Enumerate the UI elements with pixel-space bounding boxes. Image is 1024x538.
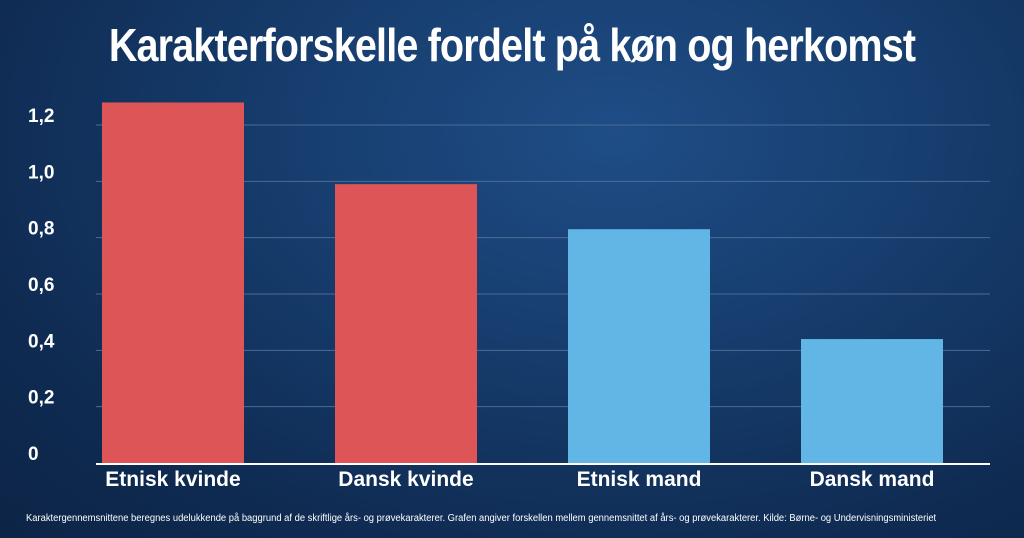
bar	[335, 184, 477, 463]
x-category-label: Dansk mand	[810, 468, 935, 491]
bar	[801, 339, 943, 463]
y-tick-label: 0,6	[28, 275, 54, 296]
bar	[102, 102, 244, 463]
y-tick-label: 1,2	[28, 106, 54, 127]
y-tick-label: 0,2	[28, 388, 54, 409]
y-tick-label: 0,4	[28, 331, 55, 352]
y-tick-label: 0,8	[28, 219, 54, 240]
chart-title: Karakterforskelle fordelt på køn og herk…	[108, 19, 916, 71]
x-category-label: Etnisk mand	[577, 468, 702, 491]
chart-footnote: Karaktergennemsnittene beregnes udelukke…	[26, 513, 937, 524]
y-tick-label: 1,0	[28, 162, 54, 183]
x-category-label: Etnisk kvinde	[105, 468, 240, 491]
bar	[568, 229, 710, 463]
x-category-label: Dansk kvinde	[338, 468, 473, 491]
y-tick-label: 0	[28, 444, 39, 465]
